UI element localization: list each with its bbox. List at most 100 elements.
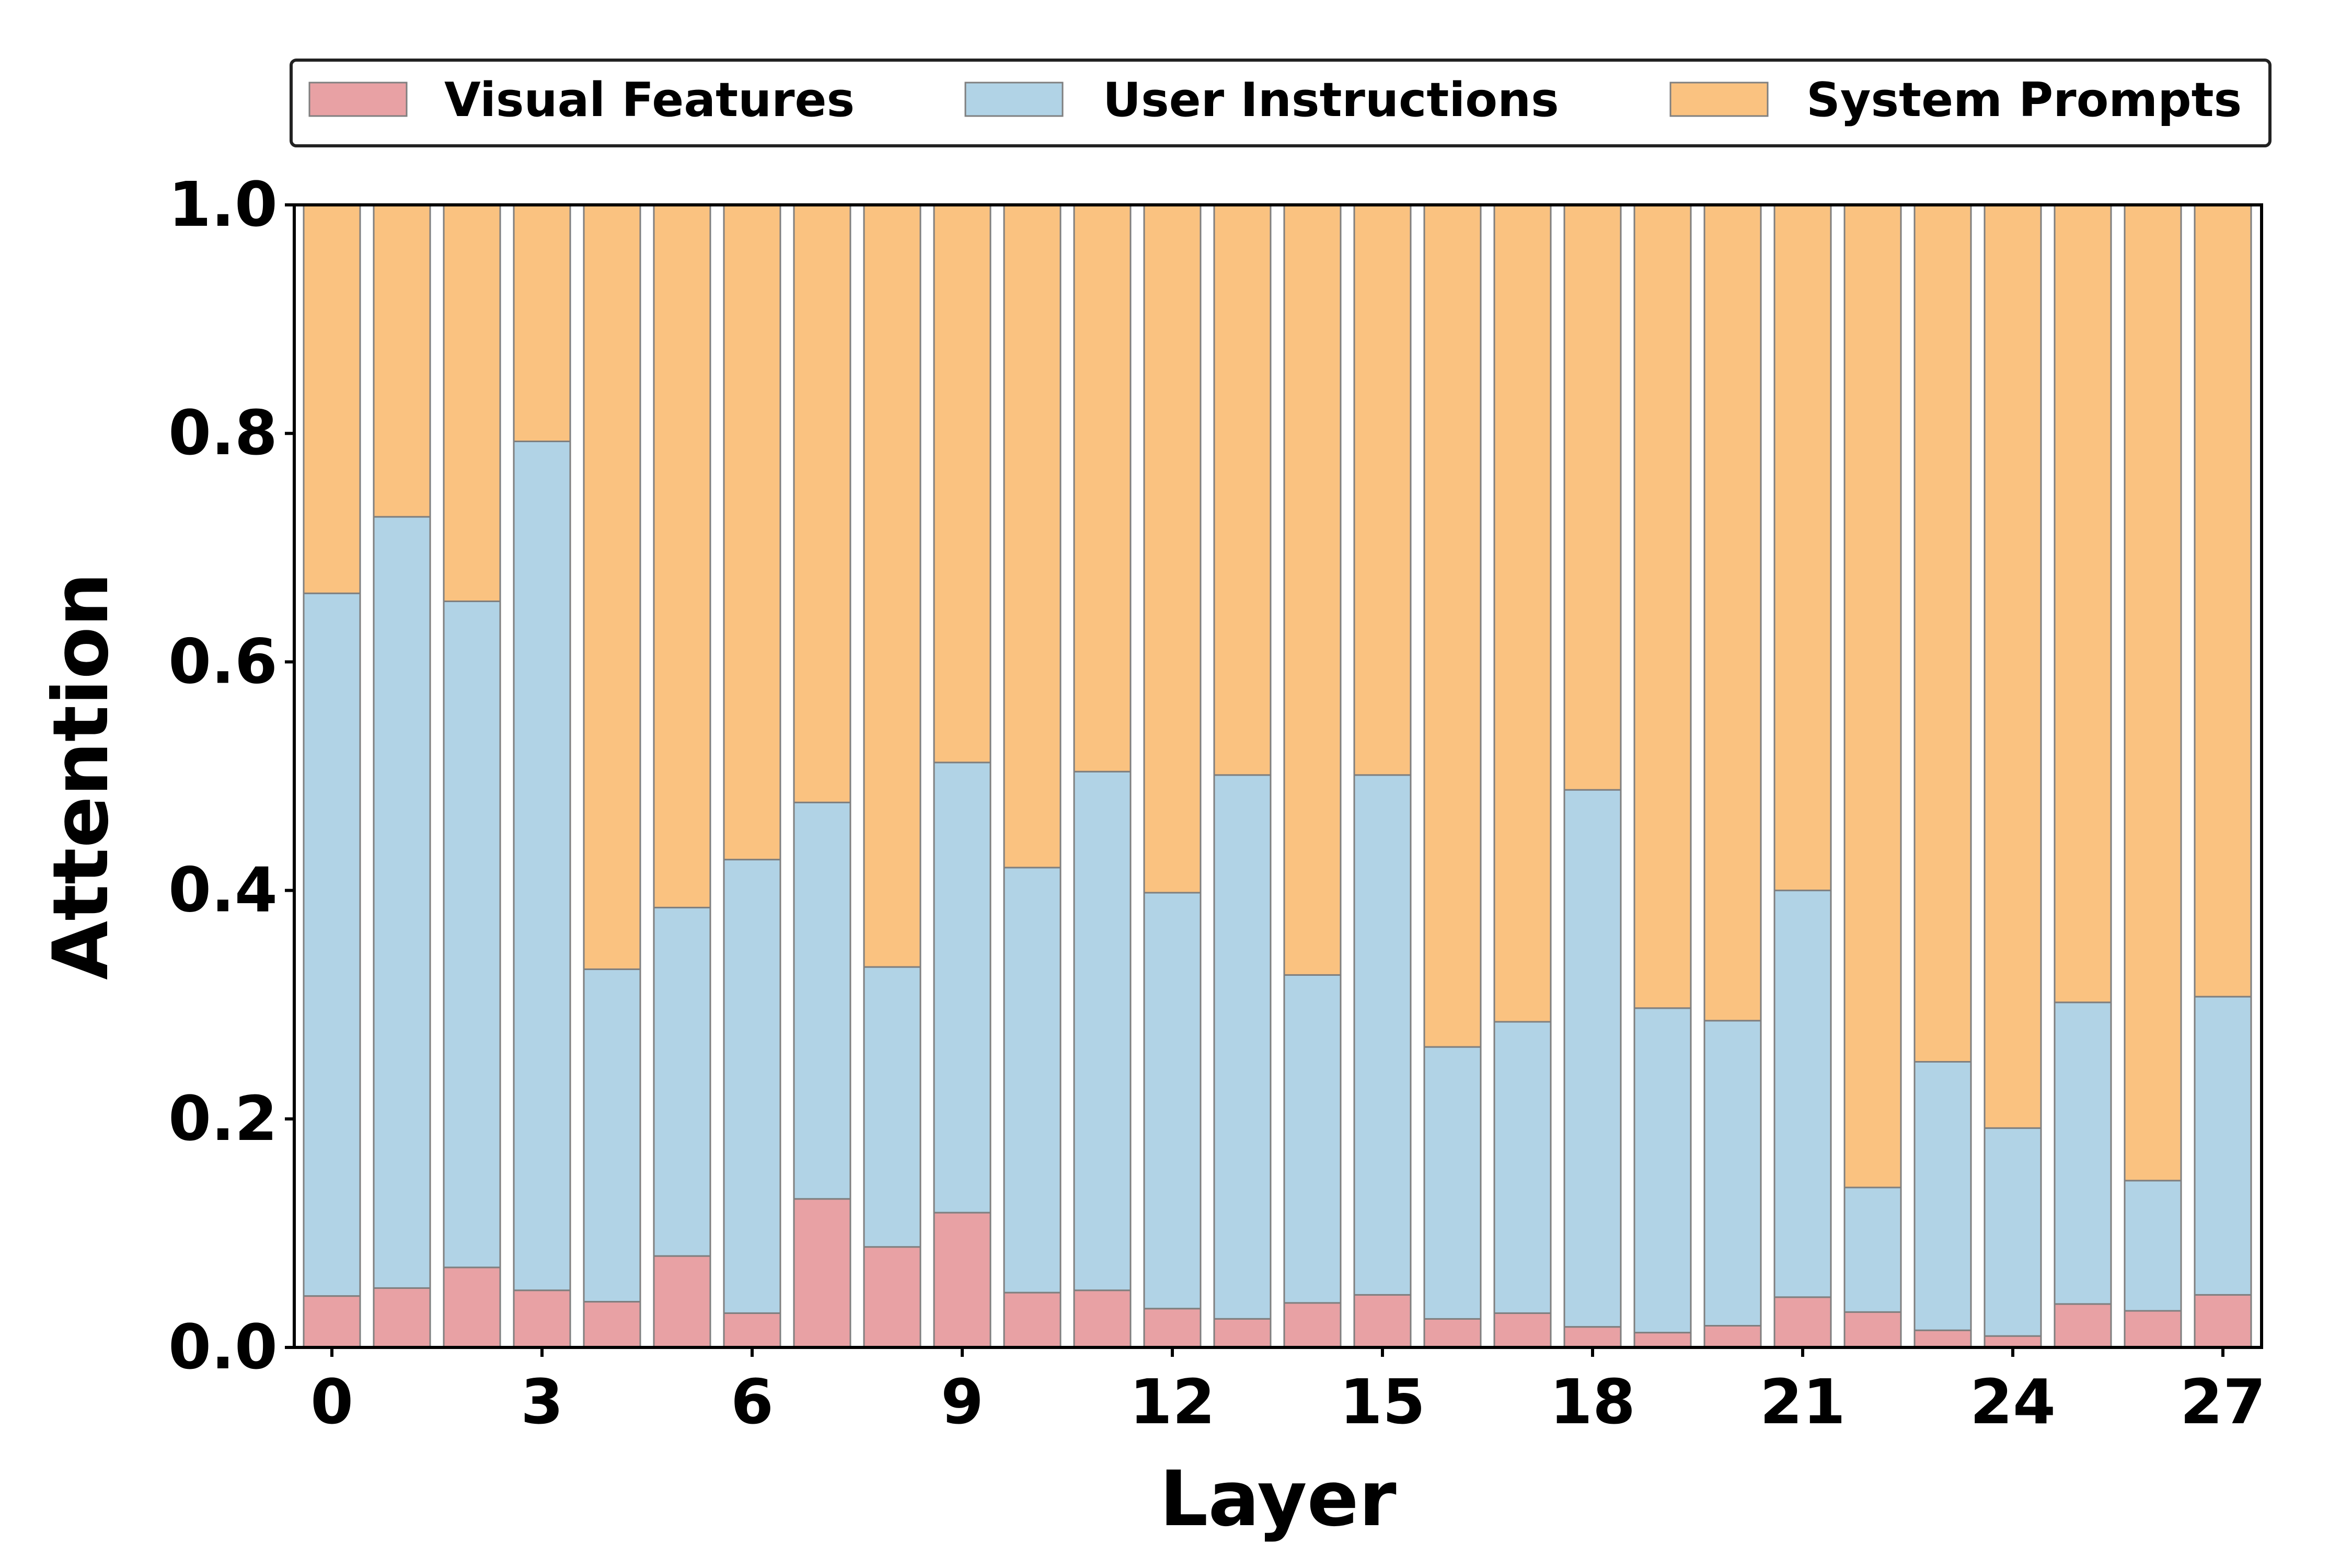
bar-visual-features-layer-27: [2194, 1294, 2252, 1348]
bar-visual-features-layer-4: [583, 1301, 641, 1348]
x-tick-label: 21: [1760, 1366, 1846, 1438]
bar-visual-features-layer-8: [863, 1246, 921, 1348]
bar-visual-features-layer-15: [1353, 1294, 1412, 1348]
x-tick-label: 24: [1970, 1366, 2056, 1438]
bar-visual-features-layer-14: [1283, 1302, 1342, 1348]
bar-user-instructions-layer-25: [2054, 1001, 2112, 1305]
bar-visual-features-layer-0: [303, 1295, 361, 1348]
bar-visual-features-layer-12: [1143, 1308, 1202, 1348]
bar-system-prompts-layer-14: [1283, 204, 1342, 976]
bar-system-prompts-layer-23: [1913, 204, 1972, 1063]
bar-user-instructions-layer-15: [1353, 774, 1412, 1296]
bar-system-prompts-layer-16: [1423, 204, 1482, 1048]
bar-system-prompts-layer-11: [1073, 204, 1132, 773]
bar-user-instructions-layer-24: [1984, 1127, 2042, 1337]
bar-visual-features-layer-2: [443, 1266, 501, 1348]
legend-swatch-user-instructions: [964, 82, 1064, 117]
bar-system-prompts-layer-3: [513, 204, 571, 442]
bar-user-instructions-layer-19: [1633, 1007, 1692, 1334]
bar-system-prompts-layer-26: [2124, 204, 2182, 1182]
bar-system-prompts-layer-10: [1003, 204, 1062, 869]
bar-visual-features-layer-6: [723, 1312, 781, 1348]
bar-system-prompts-layer-24: [1984, 204, 2042, 1129]
bar-visual-features-layer-1: [373, 1287, 431, 1348]
bar-system-prompts-layer-12: [1143, 204, 1202, 894]
bar-user-instructions-layer-5: [653, 906, 711, 1257]
y-tick-label: 0.2: [168, 1082, 278, 1155]
x-tick-label: 0: [310, 1366, 353, 1438]
bar-system-prompts-layer-15: [1353, 204, 1412, 776]
bar-visual-features-layer-3: [513, 1289, 571, 1348]
x-tick-label: 27: [2180, 1366, 2266, 1438]
bar-visual-features-layer-5: [653, 1255, 711, 1348]
x-tick-label: 9: [941, 1366, 984, 1438]
bar-system-prompts-layer-6: [723, 204, 781, 861]
y-axis: 0.0 0.2 0.4 0.6 0.8 1.0: [168, 168, 294, 1383]
bar-system-prompts-layer-18: [1563, 204, 1622, 791]
bar-system-prompts-layer-13: [1213, 204, 1272, 776]
bar-user-instructions-layer-17: [1493, 1021, 1552, 1314]
bar-user-instructions-layer-14: [1283, 974, 1342, 1304]
bar-system-prompts-layer-8: [863, 204, 921, 968]
bar-user-instructions-layer-6: [723, 859, 781, 1314]
bar-visual-features-layer-9: [933, 1212, 991, 1348]
bar-user-instructions-layer-3: [513, 441, 571, 1292]
bar-visual-features-layer-13: [1213, 1318, 1272, 1348]
x-tick-label: 18: [1550, 1366, 1635, 1438]
bar-user-instructions-layer-2: [443, 601, 501, 1269]
bar-visual-features-layer-17: [1493, 1312, 1552, 1348]
bar-user-instructions-layer-23: [1913, 1061, 1972, 1331]
bar-user-instructions-layer-0: [303, 592, 361, 1297]
bar-visual-features-layer-18: [1563, 1326, 1622, 1348]
bar-visual-features-layer-11: [1073, 1289, 1132, 1348]
bar-user-instructions-layer-11: [1073, 770, 1132, 1292]
bar-user-instructions-layer-1: [373, 516, 431, 1289]
legend: Visual Features User Instructions System P…: [290, 59, 2272, 147]
bar-user-instructions-layer-20: [1703, 1020, 1762, 1327]
bar-visual-features-layer-22: [1843, 1311, 1902, 1348]
bar-visual-features-layer-21: [1773, 1296, 1832, 1348]
bar-user-instructions-layer-18: [1563, 789, 1622, 1328]
bar-system-prompts-layer-9: [933, 204, 991, 764]
bar-system-prompts-layer-7: [793, 204, 851, 803]
bar-user-instructions-layer-7: [793, 801, 851, 1200]
y-tick-label: 0.6: [168, 625, 278, 697]
bar-visual-features-layer-19: [1633, 1332, 1692, 1348]
y-tick-label: 0.4: [168, 854, 278, 926]
legend-frame: [290, 59, 2272, 147]
bar-user-instructions-layer-10: [1003, 867, 1062, 1294]
bar-user-instructions-layer-13: [1213, 774, 1272, 1320]
bar-visual-features-layer-24: [1984, 1335, 2042, 1348]
legend-swatch-visual-features: [308, 82, 408, 117]
bar-system-prompts-layer-2: [443, 204, 501, 602]
bar-visual-features-layer-7: [793, 1198, 851, 1348]
bar-system-prompts-layer-0: [303, 204, 361, 594]
y-tick-label: 1.0: [168, 168, 278, 240]
bar-user-instructions-layer-22: [1843, 1186, 1902, 1313]
y-tick-label: 0.0: [168, 1311, 278, 1383]
x-tick-label: 3: [521, 1366, 563, 1438]
bar-system-prompts-layer-25: [2054, 204, 2112, 1004]
bar-system-prompts-layer-4: [583, 204, 641, 970]
bar-visual-features-layer-23: [1913, 1329, 1972, 1348]
x-axis-title: Layer: [1159, 1455, 1396, 1543]
bar-user-instructions-layer-16: [1423, 1046, 1482, 1320]
x-axis: 0 3 6 9 12 15 18 21 24 27: [310, 1347, 2266, 1438]
bar-user-instructions-layer-21: [1773, 890, 1832, 1298]
bar-user-instructions-layer-4: [583, 968, 641, 1302]
legend-label-visual-features: Visual Features: [444, 73, 855, 128]
bar-visual-features-layer-26: [2124, 1310, 2182, 1348]
x-tick-label: 12: [1129, 1366, 1215, 1438]
bar-system-prompts-layer-22: [1843, 204, 1902, 1189]
legend-swatch-system-prompts: [1669, 82, 1769, 117]
bar-visual-features-layer-25: [2054, 1303, 2112, 1348]
bar-system-prompts-layer-19: [1633, 204, 1692, 1009]
bar-user-instructions-layer-26: [2124, 1180, 2182, 1312]
bar-system-prompts-layer-27: [2194, 204, 2252, 998]
legend-label-system-prompts: System Prompts: [1806, 73, 2242, 128]
bar-visual-features-layer-20: [1703, 1325, 1762, 1348]
bar-visual-features-layer-10: [1003, 1292, 1062, 1348]
bar-system-prompts-layer-17: [1493, 204, 1552, 1023]
